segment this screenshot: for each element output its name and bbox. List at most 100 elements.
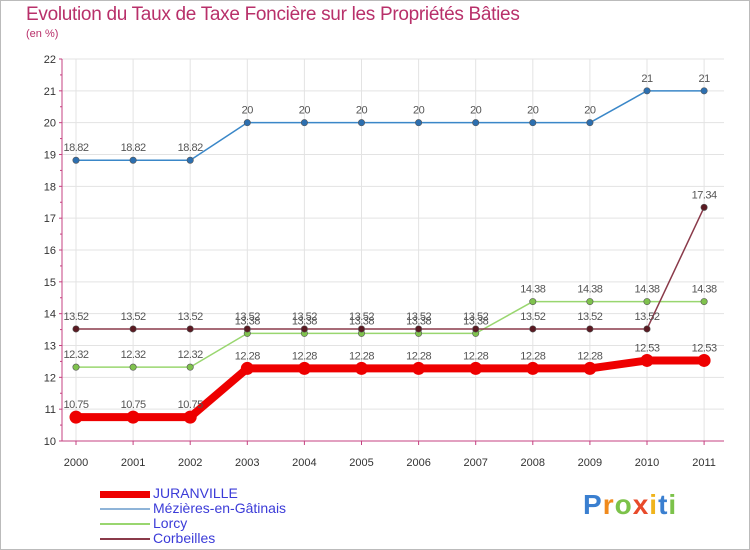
data-label-mezieres-en-gatinais: 20	[299, 105, 311, 117]
legend-swatch-juranville	[100, 490, 150, 498]
y-tick-label: 20	[44, 118, 56, 130]
logo-letter: t	[658, 489, 669, 520]
chart-title: Evolution du Taux de Taxe Foncière sur l…	[26, 4, 520, 25]
data-label-juranville: 12.28	[235, 350, 260, 362]
series-line-lorcy	[76, 300, 705, 368]
y-tick-label: 12	[44, 372, 56, 384]
data-label-corbeilles: 13.52	[577, 311, 602, 323]
data-point-juranville	[69, 410, 83, 424]
data-label-lorcy: 12.32	[178, 349, 203, 361]
data-label-corbeilles: 13.52	[349, 311, 374, 323]
data-label-juranville: 10.75	[63, 399, 88, 411]
data-point-lorcy	[186, 363, 194, 371]
x-tick-label: 2002	[178, 457, 202, 469]
legend-swatch-mezieres	[100, 508, 150, 511]
data-label-mezieres-en-gatinais: 20	[413, 105, 425, 117]
legend-label-juranville: JURANVILLE	[153, 485, 238, 501]
legend-swatch-lorcy	[100, 523, 150, 526]
data-label-corbeilles: 13.52	[121, 311, 146, 323]
data-label-lorcy: 13.38	[406, 315, 431, 327]
data-point-lorcy	[72, 363, 80, 371]
data-label-lorcy: 14.38	[634, 284, 659, 296]
x-tick-label: 2001	[121, 457, 145, 469]
data-label-lorcy: 13.38	[349, 315, 374, 327]
data-point-juranville	[240, 361, 254, 375]
data-point-corbeilles	[186, 325, 194, 333]
data-label-corbeilles: 13.52	[520, 311, 545, 323]
data-point-juranville	[183, 410, 197, 424]
x-tick-label: 2011	[692, 457, 716, 469]
data-point-mezieres-en-gatinais	[472, 119, 480, 127]
data-point-mezieres-en-gatinais	[643, 87, 651, 95]
data-point-lorcy	[586, 298, 594, 306]
data-label-lorcy: 13.38	[463, 315, 488, 327]
data-point-mezieres-en-gatinais	[586, 119, 594, 127]
y-tick-label: 15	[44, 277, 56, 289]
data-label-juranville: 12.28	[520, 350, 545, 362]
x-tick-label: 2004	[292, 457, 316, 469]
data-label-lorcy: 13.38	[292, 315, 317, 327]
data-label-mezieres-en-gatinais: 20	[584, 105, 596, 117]
data-point-corbeilles	[243, 325, 251, 333]
y-tick-label: 17	[44, 213, 56, 225]
data-point-mezieres-en-gatinais	[415, 119, 423, 127]
data-label-juranville: 12.28	[292, 350, 317, 362]
data-point-juranville	[640, 353, 654, 367]
data-point-lorcy	[700, 298, 708, 306]
series-line-mezieres-en-gatinais	[76, 90, 705, 161]
data-point-corbeilles	[472, 325, 480, 333]
x-tick-label: 2000	[64, 457, 88, 469]
data-label-lorcy: 14.38	[692, 284, 717, 296]
data-point-corbeilles	[529, 325, 537, 333]
x-tick-label: 2005	[349, 457, 373, 469]
data-point-corbeilles	[357, 325, 365, 333]
data-label-lorcy: 12.32	[63, 349, 88, 361]
data-label-mezieres-en-gatinais: 18.82	[63, 142, 88, 154]
data-point-mezieres-en-gatinais	[243, 119, 251, 127]
logo-letter: i	[668, 489, 678, 520]
legend-label-mezieres: Mézières-en-Gâtinais	[153, 500, 287, 516]
y-tick-label: 21	[44, 86, 56, 98]
x-tick-label: 2010	[635, 457, 659, 469]
data-label-corbeilles: 13.52	[292, 311, 317, 323]
legend-item-lorcy: Lorcy	[100, 515, 187, 531]
data-point-corbeilles	[586, 325, 594, 333]
data-label-corbeilles: 13.52	[63, 311, 88, 323]
data-point-mezieres-en-gatinais	[700, 87, 708, 95]
data-point-corbeilles	[300, 325, 308, 333]
x-tick-label: 2003	[235, 457, 259, 469]
logo-letter: i	[649, 489, 659, 520]
logo-letter: P	[583, 489, 603, 520]
x-tick-label: 2006	[406, 457, 430, 469]
logo-letter: r	[602, 489, 615, 520]
data-point-juranville	[412, 361, 426, 375]
data-point-juranville	[355, 361, 368, 375]
data-label-juranville: 12.28	[406, 350, 431, 362]
data-point-juranville	[126, 410, 140, 424]
data-label-juranville: 12.28	[349, 350, 374, 362]
data-label-corbeilles: 13.52	[463, 311, 488, 323]
y-tick-label: 18	[44, 181, 56, 193]
x-tick-label: 2009	[578, 457, 602, 469]
logo-letter: o	[614, 489, 633, 520]
data-point-corbeilles	[700, 203, 708, 211]
data-label-juranville: 10.75	[178, 399, 203, 411]
data-point-juranville	[469, 361, 483, 375]
data-label-mezieres-en-gatinais: 21	[698, 73, 710, 85]
y-tick-label: 13	[44, 341, 56, 353]
data-point-mezieres-en-gatinais	[357, 119, 365, 127]
data-point-corbeilles	[643, 325, 651, 333]
data-label-corbeilles: 13.52	[634, 311, 659, 323]
data-label-mezieres-en-gatinais: 20	[242, 105, 254, 117]
data-label-mezieres-en-gatinais: 18.82	[121, 142, 146, 154]
y-tick-label: 22	[44, 54, 56, 66]
data-label-mezieres-en-gatinais: 21	[641, 73, 653, 85]
logo-letter: x	[632, 489, 650, 520]
legend-label-lorcy: Lorcy	[153, 515, 188, 531]
data-point-juranville	[526, 361, 540, 375]
data-point-juranville	[297, 361, 311, 375]
y-tick-label: 11	[45, 404, 56, 416]
data-label-lorcy: 13.38	[235, 315, 260, 327]
x-tick-label: 2008	[521, 457, 545, 469]
